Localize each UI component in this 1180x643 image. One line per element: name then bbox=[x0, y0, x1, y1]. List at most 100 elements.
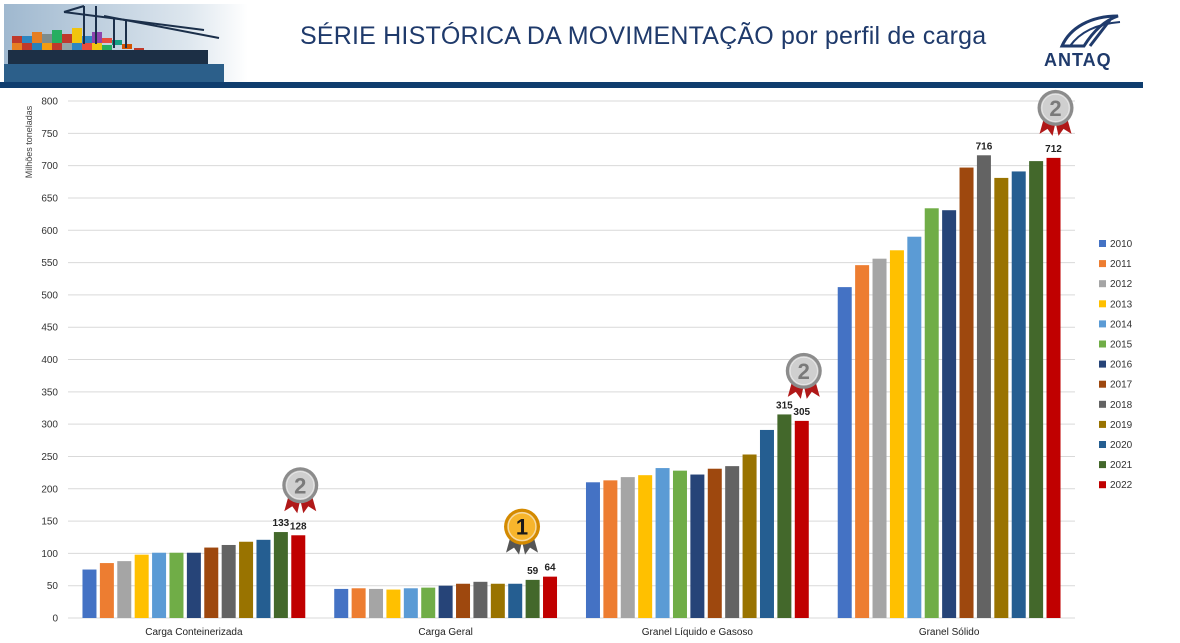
bar bbox=[742, 454, 757, 618]
x-tick-label: Granel Sólido bbox=[919, 627, 980, 638]
legend-label: 2017 bbox=[1110, 380, 1133, 391]
bar bbox=[759, 429, 774, 618]
gold-medal-icon: 1 bbox=[504, 508, 541, 555]
bar bbox=[334, 588, 349, 618]
bar bbox=[837, 287, 852, 618]
bar bbox=[291, 535, 306, 618]
legend-label: 2022 bbox=[1110, 480, 1133, 491]
y-tick-label: 200 bbox=[41, 484, 58, 495]
bar bbox=[186, 552, 201, 618]
x-axis: Carga Conteinerizada Carga Geral Granel Lí… bbox=[145, 627, 980, 638]
y-tick-label: 800 bbox=[41, 97, 58, 108]
y-tick-label: 700 bbox=[41, 161, 58, 172]
data-label: 716 bbox=[976, 141, 993, 152]
bar bbox=[777, 414, 792, 618]
bar bbox=[872, 258, 887, 618]
bar bbox=[690, 474, 705, 618]
legend-label: 2020 bbox=[1110, 440, 1133, 451]
y-tick-label: 150 bbox=[41, 517, 58, 528]
legend-swatch bbox=[1099, 240, 1106, 247]
grid-lines bbox=[68, 100, 1075, 619]
bar bbox=[543, 576, 558, 618]
bar bbox=[585, 482, 600, 618]
bar bbox=[256, 539, 271, 618]
silver-medal-icon: 2 bbox=[282, 467, 319, 514]
bar bbox=[169, 552, 184, 618]
bar bbox=[942, 210, 957, 618]
bar bbox=[403, 588, 418, 618]
bar bbox=[273, 532, 288, 618]
antaq-logo bbox=[1059, 14, 1121, 48]
legend-swatch bbox=[1099, 260, 1106, 268]
silver-medal-icon: 2 bbox=[785, 352, 822, 399]
medal-face bbox=[789, 356, 819, 386]
medal-rank: 2 bbox=[798, 359, 810, 384]
bar bbox=[655, 468, 670, 618]
bar bbox=[82, 569, 97, 618]
data-label: 128 bbox=[290, 521, 307, 532]
bar bbox=[1029, 161, 1044, 618]
medals: 2 1 2 2 bbox=[282, 89, 1074, 555]
legend-label: 2013 bbox=[1110, 299, 1133, 310]
legend: 2010 2011 2012 2013 2014 2015 2016 2017 2018 2019… bbox=[1099, 239, 1133, 491]
bar bbox=[386, 589, 401, 618]
y-tick-label: 600 bbox=[41, 226, 58, 237]
medal-face bbox=[507, 511, 537, 542]
bar bbox=[239, 541, 254, 618]
bar bbox=[959, 167, 974, 618]
bar bbox=[638, 475, 653, 618]
bar bbox=[1011, 171, 1026, 618]
page-title: SÉRIE HISTÓRICA DA MOVIMENTAÇÃO por perf… bbox=[300, 22, 987, 50]
y-tick-label: 0 bbox=[52, 614, 58, 625]
y-tick-label: 50 bbox=[47, 581, 59, 592]
bar bbox=[794, 420, 809, 618]
legend-label: 2021 bbox=[1110, 460, 1133, 471]
data-label: 712 bbox=[1045, 144, 1062, 155]
bar bbox=[473, 581, 488, 618]
bar bbox=[490, 583, 505, 618]
data-label: 59 bbox=[527, 566, 539, 577]
y-tick-label: 300 bbox=[41, 420, 58, 431]
bars bbox=[82, 155, 1061, 618]
legend-swatch bbox=[1099, 300, 1106, 308]
bar bbox=[889, 250, 904, 618]
bar bbox=[603, 480, 618, 618]
data-label: 64 bbox=[544, 563, 556, 574]
x-tick-label: Carga Conteinerizada bbox=[145, 627, 243, 638]
y-tick-label: 500 bbox=[41, 290, 58, 301]
x-tick-label: Carga Geral bbox=[418, 627, 472, 638]
y-tick-label: 100 bbox=[41, 549, 58, 560]
data-label: 133 bbox=[273, 518, 290, 529]
bar bbox=[1046, 157, 1061, 618]
x-tick-label: Granel Líquido e Gasoso bbox=[642, 627, 754, 638]
bar bbox=[369, 588, 384, 618]
bar bbox=[134, 554, 149, 618]
medal-face bbox=[1040, 93, 1071, 123]
bar bbox=[994, 177, 1009, 618]
y-tick-label: 400 bbox=[41, 355, 58, 366]
bar bbox=[707, 468, 722, 618]
legend-label: 2010 bbox=[1110, 239, 1133, 250]
legend-label: 2016 bbox=[1110, 360, 1133, 371]
legend-label: 2015 bbox=[1110, 340, 1133, 351]
y-tick-label: 350 bbox=[41, 387, 58, 398]
legend-label: 2014 bbox=[1110, 319, 1133, 330]
bar bbox=[855, 265, 870, 618]
header-divider bbox=[0, 82, 1143, 88]
bar bbox=[117, 561, 132, 618]
legend-label: 2011 bbox=[1110, 259, 1132, 270]
medal-rank: 2 bbox=[294, 473, 306, 498]
legend-swatch bbox=[1099, 441, 1106, 448]
legend-label: 2019 bbox=[1110, 420, 1133, 431]
bar bbox=[672, 470, 687, 618]
medal-rank: 2 bbox=[1049, 96, 1061, 121]
y-tick-label: 250 bbox=[41, 452, 58, 463]
legend-swatch bbox=[1099, 360, 1106, 368]
bar bbox=[525, 579, 540, 618]
bar bbox=[924, 208, 939, 618]
legend-swatch bbox=[1099, 400, 1106, 408]
bar bbox=[508, 583, 523, 618]
header-banner: SÉRIE HISTÓRICA DA MOVIMENTAÇÃO por perf… bbox=[0, 0, 1180, 88]
logo-text: ANTAQ bbox=[1044, 50, 1112, 70]
